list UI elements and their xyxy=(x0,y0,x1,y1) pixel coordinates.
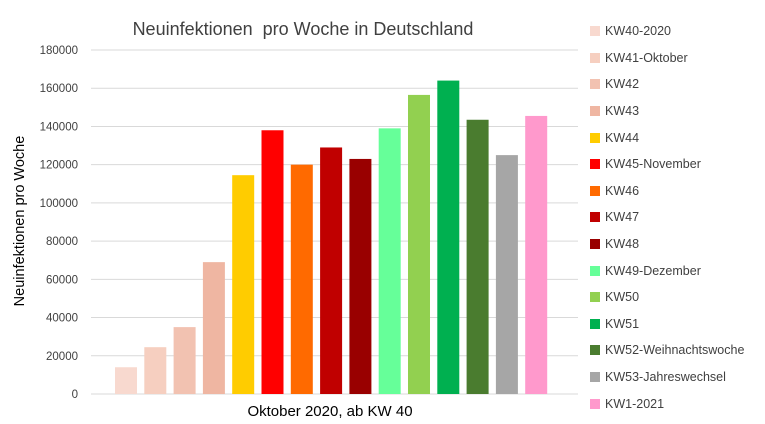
legend-label: KW47 xyxy=(605,210,640,225)
bar-kw52-weihnachtswoche xyxy=(466,119,489,394)
bar-kw41-oktober xyxy=(144,347,167,394)
legend-label: KW43 xyxy=(605,104,640,119)
legend-label: KW44 xyxy=(605,130,640,145)
legend-label: KW45-November xyxy=(605,157,701,172)
x-axis-label: Oktober 2020, ab KW 40 xyxy=(247,403,412,420)
bar-kw1-2021 xyxy=(525,115,548,394)
legend-swatch xyxy=(590,265,600,276)
bar-kw49-dezember xyxy=(378,128,401,394)
legend-item: KW50 xyxy=(590,284,762,311)
bar-kw43 xyxy=(202,262,225,394)
legend-swatch xyxy=(590,106,600,117)
y-tick-label: 140000 xyxy=(40,121,78,133)
bar-kw42 xyxy=(173,327,196,394)
legend-item: KW1-2021 xyxy=(590,390,762,417)
legend-swatch xyxy=(590,52,600,63)
bar-kw48 xyxy=(349,158,372,394)
bar-kw46 xyxy=(290,164,313,394)
legend-label: KW41-Oktober xyxy=(605,50,688,65)
legend-item: KW45-November xyxy=(590,151,762,178)
legend-swatch xyxy=(590,372,600,383)
legend-swatch xyxy=(590,318,600,329)
legend-item: KW49-Dezember xyxy=(590,257,762,284)
legend-item: KW53-Jahreswechsel xyxy=(590,364,762,391)
bar-kw44 xyxy=(232,175,255,394)
legend-item: KW46 xyxy=(590,178,762,205)
bar-kw47 xyxy=(320,147,343,394)
legend-swatch xyxy=(590,185,600,196)
legend-item: KW48 xyxy=(590,231,762,258)
legend-swatch xyxy=(590,239,600,250)
y-tick-label: 100000 xyxy=(40,198,78,210)
legend: KW40-2020 KW41-Oktober KW42 KW43 KW44 KW45-No… xyxy=(590,18,762,417)
y-tick-label: 0 xyxy=(72,389,78,401)
legend-label: KW46 xyxy=(605,183,640,198)
legend-swatch xyxy=(590,26,600,37)
legend-item: KW47 xyxy=(590,204,762,231)
y-tick-label: 180000 xyxy=(40,45,78,57)
legend-label: KW51 xyxy=(605,316,640,331)
legend-swatch xyxy=(590,345,600,356)
y-tick-label: 80000 xyxy=(46,236,78,248)
legend-label: KW1-2021 xyxy=(605,396,665,411)
y-axis-label: Neuinfektionen pro Woche xyxy=(12,136,28,307)
legend-item: KW41-Oktober xyxy=(590,45,762,72)
bar-kw53-jahreswechsel xyxy=(495,155,518,394)
legend-item: KW52-Weihnachtswoche xyxy=(590,337,762,364)
bar-kw45-november xyxy=(261,130,284,394)
legend-swatch xyxy=(590,212,600,223)
bar-kw51 xyxy=(437,80,460,395)
legend-label: KW42 xyxy=(605,77,640,92)
legend-item: KW44 xyxy=(590,124,762,151)
y-tick-label: 40000 xyxy=(46,313,78,325)
legend-label: KW48 xyxy=(605,237,640,252)
legend-item: KW42 xyxy=(590,71,762,98)
legend-label: KW50 xyxy=(605,290,640,305)
bar-kw50 xyxy=(408,94,430,395)
legend-swatch xyxy=(590,398,600,409)
y-tick-labels: 0 20000 40000 60000 80000 100000 120000 140000 1… xyxy=(40,45,78,401)
legend-swatch xyxy=(590,79,600,90)
legend-swatch xyxy=(590,132,600,143)
legend-label: KW40-2020 xyxy=(605,24,672,39)
legend-label: KW53-Jahreswechsel xyxy=(605,370,726,385)
y-tick-label: 120000 xyxy=(40,160,78,172)
legend-swatch xyxy=(590,292,600,303)
legend-item: KW51 xyxy=(590,311,762,338)
legend-item: KW43 xyxy=(590,98,762,125)
chart-title: Neuinfektionen pro Woche in Deutschland xyxy=(133,19,474,39)
legend-label: KW52-Weihnachtswoche xyxy=(605,343,745,358)
y-tick-label: 20000 xyxy=(46,351,78,363)
y-tick-label: 160000 xyxy=(40,83,78,95)
legend-swatch xyxy=(590,159,600,170)
y-tick-label: 60000 xyxy=(46,274,78,286)
legend-item: KW40-2020 xyxy=(590,18,762,45)
bar-kw40-2020 xyxy=(115,367,137,394)
bars xyxy=(115,80,548,395)
legend-label: KW49-Dezember xyxy=(605,263,701,278)
